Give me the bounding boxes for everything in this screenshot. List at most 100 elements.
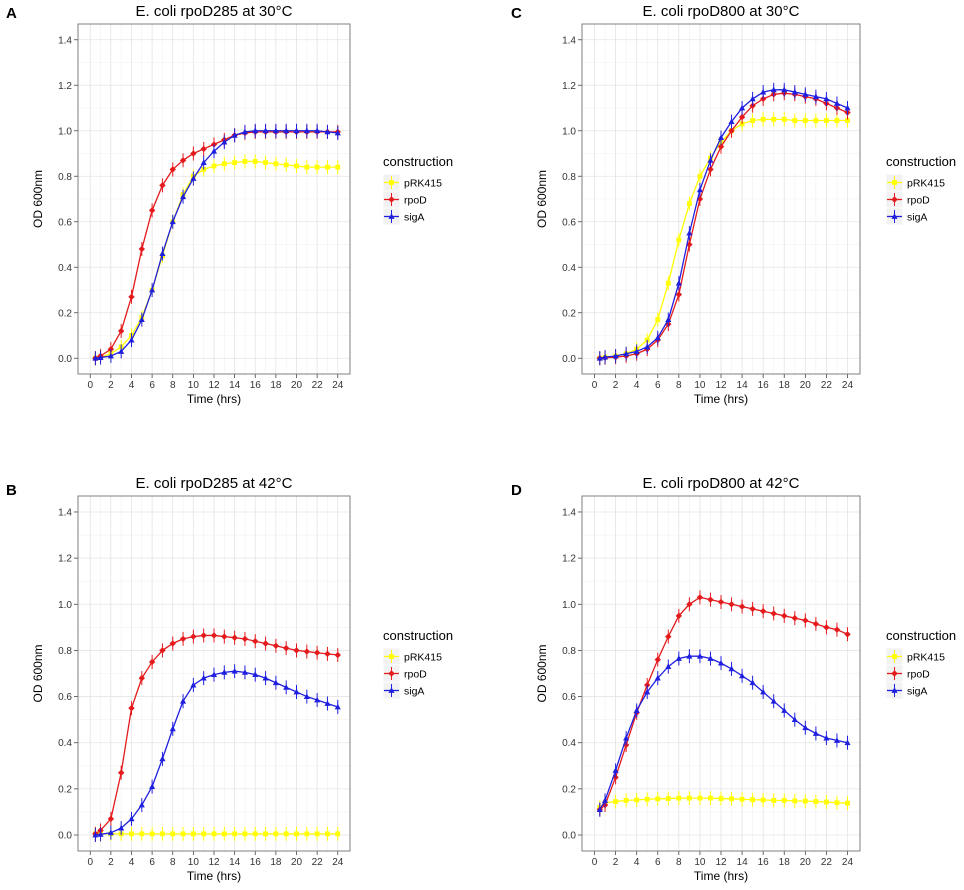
data-point [644, 343, 651, 350]
data-point [739, 796, 745, 802]
x-axis-title: Time (hrs) [694, 869, 748, 883]
data-point [169, 640, 176, 647]
data-point [242, 159, 248, 164]
data-point [728, 118, 735, 125]
data-point [190, 150, 197, 157]
x-tick-label: 8 [170, 857, 176, 868]
legend-label: pRK415 [907, 178, 945, 190]
data-point [169, 725, 176, 732]
data-point [107, 829, 114, 836]
legend-marker [388, 213, 395, 219]
legend-label: rpoD [404, 195, 427, 207]
data-point [252, 127, 259, 134]
data-point [770, 86, 777, 93]
x-tick-label: 10 [188, 380, 200, 391]
data-point [665, 316, 672, 322]
x-tick-label: 8 [170, 380, 176, 391]
data-point [717, 659, 725, 666]
y-tick-label: 1.2 [562, 81, 576, 92]
data-point [654, 674, 661, 681]
data-point [179, 157, 187, 164]
legend-title: construction [886, 628, 956, 643]
legend-label: pRK415 [907, 652, 945, 664]
legend-marker [891, 687, 898, 693]
data-point [739, 672, 746, 679]
data-point [283, 127, 290, 134]
data-point [728, 127, 735, 134]
legend-item-prk415: pRK415 [885, 173, 945, 192]
x-tick-label: 14 [737, 380, 749, 391]
data-point [834, 118, 840, 123]
data-point [190, 681, 197, 688]
data-point [654, 656, 661, 663]
x-tick-label: 18 [270, 857, 282, 868]
x-tick-label: 2 [613, 380, 619, 391]
data-point [771, 798, 777, 803]
x-tick-label: 12 [208, 380, 220, 391]
data-point [665, 796, 671, 801]
data-point [707, 157, 714, 163]
data-point [325, 831, 330, 837]
x-tick-label: 10 [694, 857, 706, 868]
legend-label: rpoD [907, 669, 930, 681]
y-tick-label: 1.4 [58, 507, 72, 518]
data-point [303, 648, 311, 655]
legend-title: construction [383, 154, 453, 169]
x-tick-label: 24 [842, 380, 854, 391]
legend-marker [891, 213, 898, 219]
data-point [159, 250, 166, 256]
data-point [696, 652, 703, 659]
data-point [335, 831, 341, 837]
data-point [760, 688, 767, 695]
data-point [304, 164, 310, 170]
data-point [623, 798, 629, 803]
data-point [334, 129, 341, 136]
data-point [686, 795, 692, 801]
data-point [232, 160, 238, 165]
data-point [781, 612, 788, 620]
x-tick-label: 20 [291, 857, 303, 868]
x-tick-label: 20 [800, 380, 812, 391]
data-point [160, 831, 165, 837]
data-point [159, 182, 166, 189]
data-point [200, 632, 207, 639]
data-point [92, 831, 99, 838]
legend-label: sigA [907, 212, 927, 224]
data-point [781, 116, 787, 122]
data-point [760, 797, 766, 803]
data-point [760, 88, 767, 95]
data-point [686, 229, 693, 236]
y-tick-label: 0.6 [58, 217, 72, 228]
data-point [707, 166, 714, 173]
data-point [139, 831, 145, 837]
y-tick-label: 0.8 [58, 646, 72, 657]
x-tick-label: 22 [821, 380, 833, 391]
legend-marker [892, 180, 897, 185]
data-point [148, 207, 156, 214]
data-point [813, 799, 819, 804]
y-tick-label: 0.8 [562, 646, 576, 657]
x-tick-label: 8 [676, 380, 682, 391]
data-point [107, 352, 114, 359]
plot-border [77, 495, 351, 852]
legend-marker [892, 654, 897, 659]
y-tick-label: 0.2 [562, 784, 576, 795]
x-tick-label: 6 [149, 857, 155, 868]
legend-marker [388, 670, 395, 677]
plot-border [581, 495, 861, 852]
data-point [696, 594, 704, 601]
data-point [812, 730, 819, 736]
data-point [273, 831, 279, 837]
chart-panel-d: D E. coli rpoD800 at 42°C0 2 4 6 8 10 12 14 16 18 2… [511, 475, 956, 883]
data-point [696, 186, 703, 193]
data-point [728, 601, 735, 608]
chart-title: E. coli rpoD800 at 42°C [643, 475, 800, 492]
data-point [262, 640, 269, 647]
data-point [200, 145, 207, 153]
chart-title: E. coli rpoD285 at 30°C [136, 3, 293, 20]
y-axis-title: OD 600nm [31, 644, 45, 702]
x-tick-label: 4 [634, 857, 640, 868]
data-point [708, 795, 713, 801]
legend-title: construction [383, 628, 453, 643]
data-point [823, 734, 830, 741]
